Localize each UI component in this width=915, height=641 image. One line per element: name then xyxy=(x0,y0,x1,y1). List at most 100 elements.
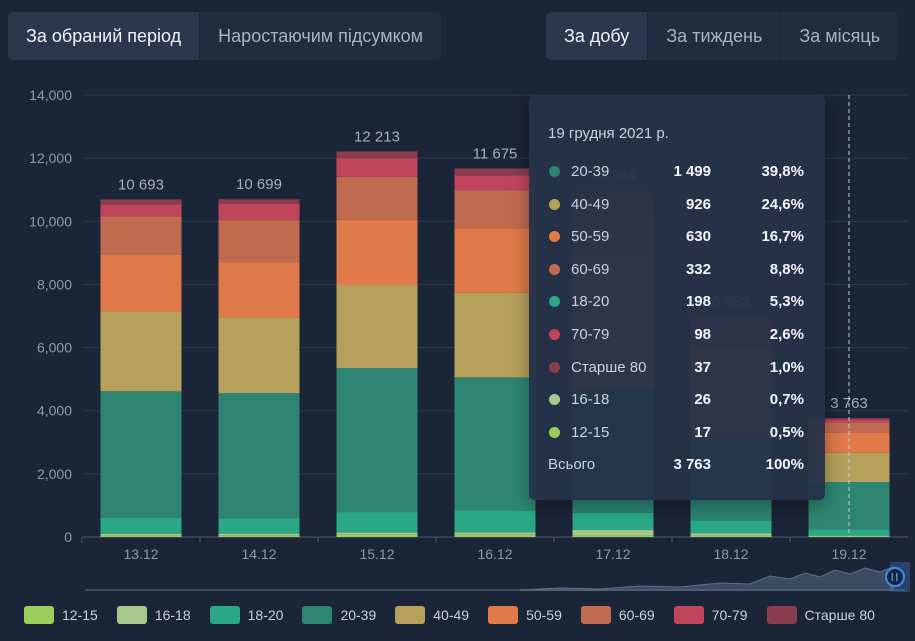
legend-swatch xyxy=(673,606,704,624)
series-dot-icon xyxy=(549,361,560,373)
y-tick-label: 0 xyxy=(64,529,72,545)
tooltip-series-value: 17 xyxy=(694,423,711,441)
bar-segment xyxy=(336,534,418,537)
tooltip-total-label: Всього xyxy=(548,456,596,473)
tooltip-series-pct: 16,7% xyxy=(761,228,804,246)
tooltip-series-value: 98 xyxy=(694,326,711,343)
tab-daily[interactable]: За добу xyxy=(546,12,648,60)
tooltip-series-value: 630 xyxy=(685,228,711,246)
chart-legend: 12-15 16-18 18-20 20-39 40-49 50-59 60-69 70-79… xyxy=(24,604,894,626)
y-tick-label: 12,000 xyxy=(29,150,72,166)
tab-weekly[interactable]: За тиждень xyxy=(647,12,780,60)
tooltip-series-value: 26 xyxy=(694,391,711,409)
legend-swatch xyxy=(580,606,611,624)
legend-label: 16-18 xyxy=(154,607,191,623)
bar-total-label: 11 675 xyxy=(473,145,518,162)
y-tick-label: 10,000 xyxy=(29,213,72,229)
series-dot-icon xyxy=(549,198,560,210)
tooltip-row: 16-18 26 0,7% xyxy=(548,390,804,410)
bar-segment xyxy=(572,535,654,537)
bar-total-label: 12 213 xyxy=(354,128,400,145)
bar-segment xyxy=(454,168,536,176)
tooltip-series-pct: 1,0% xyxy=(769,358,804,376)
bar-segment xyxy=(336,158,418,177)
range-navigator[interactable] xyxy=(85,562,910,592)
legend-item[interactable]: 70-79 xyxy=(673,606,748,624)
legend-item[interactable]: 40-49 xyxy=(395,606,469,624)
bar-segment xyxy=(336,368,418,513)
legend-item[interactable]: 18-20 xyxy=(209,606,283,624)
bar-segment xyxy=(454,534,536,537)
legend-label: 40-49 xyxy=(433,607,470,623)
legend-label: 70-79 xyxy=(711,607,748,623)
bar-segment xyxy=(218,220,300,263)
legend-swatch xyxy=(766,606,797,624)
tooltip-total-row: Всього 3 763 100% xyxy=(548,455,804,475)
bar-total-label: 10 693 xyxy=(118,176,164,193)
legend-swatch xyxy=(24,606,54,624)
bar-segment xyxy=(218,199,300,205)
navigator-handle-grip xyxy=(896,573,898,581)
legend-item[interactable]: 50-59 xyxy=(488,606,562,624)
tab-cumulative[interactable]: Наростаючим підсумком xyxy=(199,12,441,60)
tooltip-total-value: 3 763 xyxy=(673,456,711,473)
navigator-handle xyxy=(885,567,905,587)
bar-segment xyxy=(100,311,182,392)
series-dot-icon xyxy=(549,166,560,177)
bar-segment xyxy=(100,391,182,518)
bar-segment xyxy=(454,510,536,533)
bar-segment xyxy=(336,512,418,533)
bar-segment xyxy=(690,535,772,537)
tooltip-date: 19 грудня 2021 р. xyxy=(548,125,669,142)
tooltip-row: 40-49 926 24,6% xyxy=(548,195,804,215)
tooltip-series-value: 1 499 xyxy=(673,163,711,180)
bar-segment xyxy=(218,204,300,221)
tab-monthly[interactable]: За місяць xyxy=(780,12,898,60)
tooltip-series-name: 60-69 xyxy=(571,260,610,278)
tab-selected-period[interactable]: За обраний період xyxy=(8,12,200,60)
navigator-sparkline xyxy=(519,566,894,591)
bar-segment xyxy=(808,432,890,453)
y-tick-label: 2,000 xyxy=(37,466,72,482)
tooltip-series-pct: 24,6% xyxy=(761,195,804,213)
legend-item[interactable]: 16-18 xyxy=(116,606,191,624)
legend-swatch xyxy=(116,606,147,624)
tooltip-row: 60-69 332 8,8% xyxy=(548,260,804,280)
legend-label: 50-59 xyxy=(526,607,562,623)
x-tick-label: 14.12 xyxy=(241,546,276,562)
series-dot-icon xyxy=(549,329,560,340)
tooltip-series-pct: 39,8% xyxy=(761,163,804,180)
tooltip-row: 12-15 17 0,5% xyxy=(548,423,804,443)
legend-item[interactable]: Старше 80 xyxy=(766,606,875,624)
bar-segment xyxy=(100,535,182,537)
bar-segment xyxy=(218,518,300,534)
bar-segment xyxy=(454,532,536,535)
y-tick-label: 14,000 xyxy=(29,87,72,103)
bar-total-label: 10 699 xyxy=(236,176,282,193)
tooltip-series-pct: 2,6% xyxy=(769,326,804,343)
legend-label: 60-69 xyxy=(618,607,655,623)
legend-item[interactable]: 20-39 xyxy=(302,606,376,624)
bar-segment xyxy=(454,377,536,511)
bar-segment xyxy=(218,533,300,536)
legend-item[interactable]: 60-69 xyxy=(580,606,655,624)
tooltip-series-pct: 0,7% xyxy=(769,391,804,409)
tooltip-series-name: 18-20 xyxy=(571,293,610,311)
tooltip-row: 18-20 198 5,3% xyxy=(548,292,804,312)
series-dot-icon xyxy=(549,394,560,406)
tooltip-series-name: 50-59 xyxy=(571,228,610,246)
x-tick-label: 18.12 xyxy=(713,546,748,562)
x-tick-label: 17.12 xyxy=(595,546,630,562)
tooltip-row: 20-39 1 499 39,8% xyxy=(548,162,804,182)
y-tick-label: 6,000 xyxy=(37,340,72,356)
y-tick-label: 4,000 xyxy=(37,403,72,419)
legend-label: 12-15 xyxy=(62,607,98,623)
tooltip-series-value: 198 xyxy=(685,293,711,311)
tooltip-series-value: 37 xyxy=(694,358,711,376)
tooltip-row: Старше 80 37 1,0% xyxy=(548,358,804,378)
tooltip-series-name: 20-39 xyxy=(571,163,610,180)
legend-swatch xyxy=(209,606,240,624)
legend-item[interactable]: 12-15 xyxy=(24,606,98,624)
bar-segment xyxy=(100,254,182,312)
tooltip-series-value: 332 xyxy=(685,260,711,278)
